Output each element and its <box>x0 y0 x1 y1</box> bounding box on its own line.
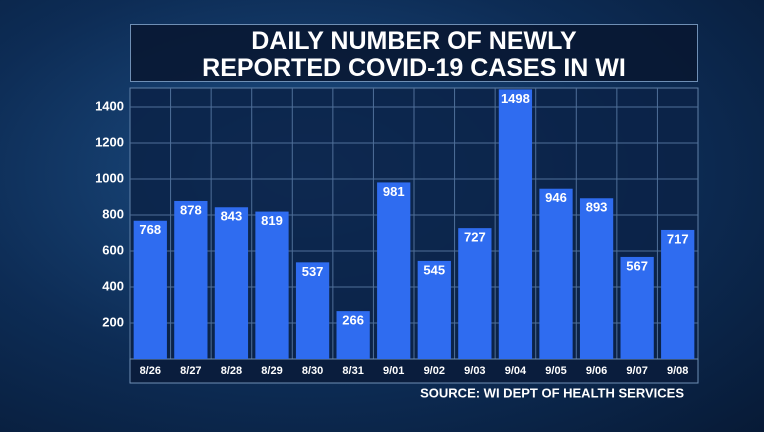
x-tick-label: 9/01 <box>383 365 404 377</box>
category-strip <box>129 358 699 384</box>
x-tick-label: 8/28 <box>221 365 242 377</box>
bar <box>377 182 411 359</box>
value-label: 537 <box>302 264 324 279</box>
value-label: 843 <box>221 209 243 224</box>
x-tick-label: 9/02 <box>424 365 445 377</box>
y-tick-label: 600 <box>102 242 124 257</box>
bar <box>417 260 451 359</box>
x-tick-label: 8/29 <box>261 365 282 377</box>
y-tick-label: 1400 <box>95 98 124 113</box>
y-tick-label: 800 <box>102 206 124 221</box>
value-label: 717 <box>667 231 689 246</box>
value-label: 1498 <box>501 91 530 106</box>
x-tick-label: 9/05 <box>545 365 566 377</box>
x-tick-label: 8/27 <box>180 365 201 377</box>
bar <box>579 198 614 359</box>
bar <box>539 188 573 359</box>
bar <box>255 211 289 359</box>
value-label: 545 <box>423 262 445 277</box>
source-note: SOURCE: WI DEPT OF HEALTH SERVICES <box>420 385 684 400</box>
y-tick-label: 1000 <box>95 170 124 185</box>
bar <box>336 311 370 359</box>
x-tick-label: 9/03 <box>464 365 485 377</box>
x-tick-label: 8/31 <box>342 365 363 377</box>
x-tick-label: 9/04 <box>505 365 527 377</box>
bar <box>133 220 167 359</box>
chart-title: DAILY NUMBER OF NEWLY REPORTED COVID-19 … <box>130 24 698 82</box>
value-label: 878 <box>180 202 202 217</box>
x-tick-label: 8/30 <box>302 365 323 377</box>
x-tick-label: 8/26 <box>140 365 161 377</box>
value-label: 567 <box>626 258 648 273</box>
bar <box>295 262 330 359</box>
x-tick-label: 9/08 <box>667 365 688 377</box>
y-tick-label: 200 <box>102 314 124 329</box>
bar <box>661 229 695 359</box>
bar <box>620 256 654 359</box>
y-tick-label: 400 <box>102 278 124 293</box>
x-tick-label: 9/07 <box>626 365 647 377</box>
value-label: 893 <box>586 200 608 215</box>
x-tick-label: 9/06 <box>586 365 607 377</box>
y-tick-label: 1200 <box>95 134 124 149</box>
value-label: 946 <box>545 190 567 205</box>
value-label: 727 <box>464 230 486 245</box>
value-label: 266 <box>342 313 364 328</box>
value-label: 819 <box>261 213 283 228</box>
bar <box>214 207 249 359</box>
bar <box>498 89 533 360</box>
bar <box>458 228 492 359</box>
value-label: 981 <box>383 184 405 199</box>
bar <box>174 200 208 359</box>
value-label: 768 <box>139 222 161 237</box>
